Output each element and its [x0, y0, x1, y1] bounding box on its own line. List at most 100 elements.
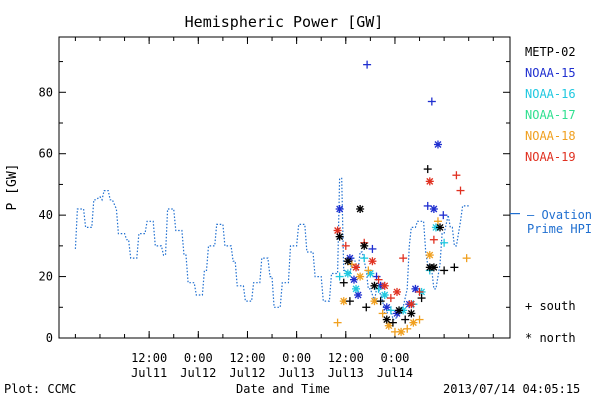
legend-ovation-label: — Ovation: [527, 208, 592, 222]
point-stroke: [352, 285, 360, 293]
point-metp-02-south: [423, 165, 432, 174]
point-noaa-15-north: [429, 205, 438, 213]
point-stroke: [426, 177, 434, 185]
point-noaa-19-south: [452, 171, 461, 180]
x-tick-label-time: 0:00: [184, 351, 213, 365]
point-noaa-18-south: [378, 309, 387, 318]
point-noaa-19-south: [415, 287, 424, 296]
point-noaa-19-south: [374, 275, 383, 284]
point-stroke: [356, 273, 364, 281]
plot-area-frame: [58, 36, 511, 339]
point-noaa-16-north: [343, 269, 352, 278]
point-metp-02-south: [362, 303, 371, 312]
legend-north-label: * north: [525, 331, 576, 345]
point-noaa-18-south: [415, 315, 424, 324]
point-metp-02-south: [388, 318, 397, 327]
point-noaa-18-north: [356, 272, 365, 281]
point-noaa-18-south: [403, 324, 412, 333]
point-noaa-15-north: [335, 205, 344, 213]
x-tick-label-time: 0:00: [282, 351, 311, 365]
point-stroke: [344, 257, 352, 265]
y-tick-label: 40: [39, 208, 53, 222]
point-noaa-18-south: [333, 318, 342, 327]
x-tick-label-time: 12:00: [131, 351, 167, 365]
point-stroke: [371, 297, 378, 305]
legend-item-noaa-18: NOAA-18: [525, 129, 576, 143]
legend-ovation-label-2: Prime HPI: [527, 222, 592, 236]
point-noaa-15-north: [433, 140, 442, 149]
point-noaa-18-north: [409, 318, 418, 327]
footer-timestamp: 2013/07/14 04:05:15: [443, 382, 581, 396]
point-noaa-15-north: [411, 284, 420, 293]
legend: METP-02 NOAA-15 NOAA-16 NOAA-17 NOAA-18 NOAA-…: [510, 45, 592, 345]
point-noaa-15-south: [439, 211, 448, 220]
point-metp-02-north: [343, 257, 352, 266]
x-tick-label-date: Jul13: [328, 366, 364, 380]
x-tick-label-date: Jul12: [180, 366, 216, 380]
point-noaa-19-north: [368, 257, 377, 266]
y-axis-label: P [GW]: [5, 164, 20, 211]
point-noaa-18-south: [347, 260, 356, 269]
point-metp-02-south: [376, 297, 385, 306]
point-stroke: [336, 233, 344, 241]
legend-item-noaa-16: NOAA-16: [525, 87, 576, 101]
point-metp-02-north: [382, 315, 391, 324]
chart-title: Hemispheric Power [GW]: [185, 13, 384, 31]
point-noaa-18-south: [433, 217, 442, 226]
point-stroke: [409, 319, 417, 327]
legend-item-noaa-15: NOAA-15: [525, 66, 576, 80]
point-noaa-15-north: [349, 275, 358, 284]
point-metp-02-north: [370, 281, 379, 290]
point-stroke: [407, 300, 415, 308]
point-stroke: [381, 282, 389, 290]
x-tick-label-date: Jul12: [229, 366, 265, 380]
point-stroke: [411, 285, 419, 293]
y-tick-label: 0: [46, 331, 53, 345]
point-stroke: [434, 141, 442, 148]
point-stroke: [350, 276, 358, 284]
point-stroke: [407, 309, 415, 317]
point-stroke: [368, 257, 376, 265]
point-stroke: [383, 303, 391, 311]
point-stroke: [397, 328, 405, 336]
x-tick-label-time: 0:00: [381, 351, 410, 365]
point-noaa-16-south: [374, 284, 383, 293]
point-noaa-19-north: [380, 281, 389, 290]
point-noaa-16-south: [386, 306, 395, 315]
legend-item-noaa-17: NOAA-17: [525, 108, 576, 122]
point-metp-02-south: [450, 263, 459, 272]
point-stroke: [383, 316, 391, 324]
x-tick-label-time: 12:00: [328, 351, 364, 365]
x-tick-label-date: Jul11: [131, 366, 167, 380]
point-stroke: [385, 322, 393, 330]
point-stroke: [344, 270, 352, 277]
point-noaa-18-north: [397, 327, 406, 336]
point-metp-02-south: [339, 278, 348, 287]
point-stroke: [436, 223, 444, 231]
legend-south-label: + south: [525, 299, 576, 313]
point-noaa-15-north: [354, 291, 363, 299]
point-stroke: [366, 270, 374, 277]
legend-item-metp-02: METP-02: [525, 45, 576, 59]
y-tick-label: 60: [39, 147, 53, 161]
legend-item-noaa-19: NOAA-19: [525, 150, 576, 164]
point-noaa-16-north: [352, 284, 361, 293]
point-metp-02-north: [356, 205, 365, 213]
point-stroke: [360, 242, 368, 250]
point-metp-02-south: [345, 297, 354, 306]
point-metp-02-north: [395, 306, 404, 315]
point-noaa-19-south: [386, 294, 395, 303]
point-stroke: [371, 282, 378, 290]
point-noaa-15-south: [368, 244, 377, 253]
point-noaa-19-north: [425, 177, 434, 186]
point-stroke: [340, 297, 348, 305]
footer-left: Plot: CCMC: [4, 382, 77, 396]
point-noaa-19-south: [399, 254, 408, 263]
point-noaa-15-north: [382, 303, 391, 312]
point-stroke: [381, 291, 389, 299]
point-noaa-15-south: [427, 97, 436, 106]
point-metp-02-north: [429, 263, 438, 272]
point-metp-02-north: [360, 241, 369, 250]
point-stroke: [430, 205, 438, 213]
